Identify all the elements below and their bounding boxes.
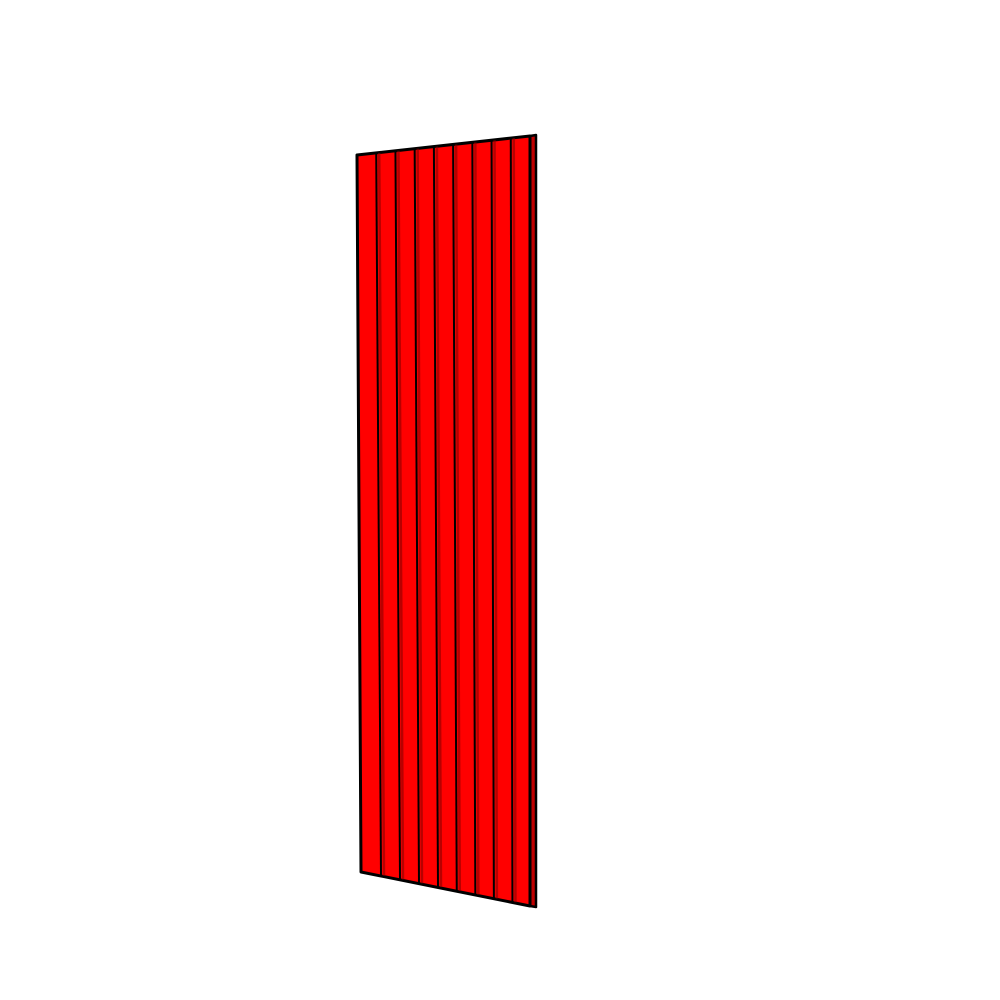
groove-shade (397, 150, 405, 880)
groove-shade (377, 152, 386, 876)
groove-shade (474, 142, 480, 895)
groove-shade (435, 146, 443, 888)
slat-divider (471, 142, 477, 895)
slat-divider (490, 140, 495, 899)
slat-divider (413, 148, 420, 884)
groove-shade (512, 138, 517, 903)
slat-grooves (375, 138, 517, 903)
groove-shade (454, 144, 462, 891)
slat-divider (375, 152, 382, 876)
slat-divider (452, 144, 458, 891)
slat-divider (394, 150, 401, 880)
slat-divider (432, 146, 439, 888)
slat-divider (509, 138, 514, 903)
groove-shade (493, 140, 499, 899)
groove-shade (416, 148, 424, 884)
